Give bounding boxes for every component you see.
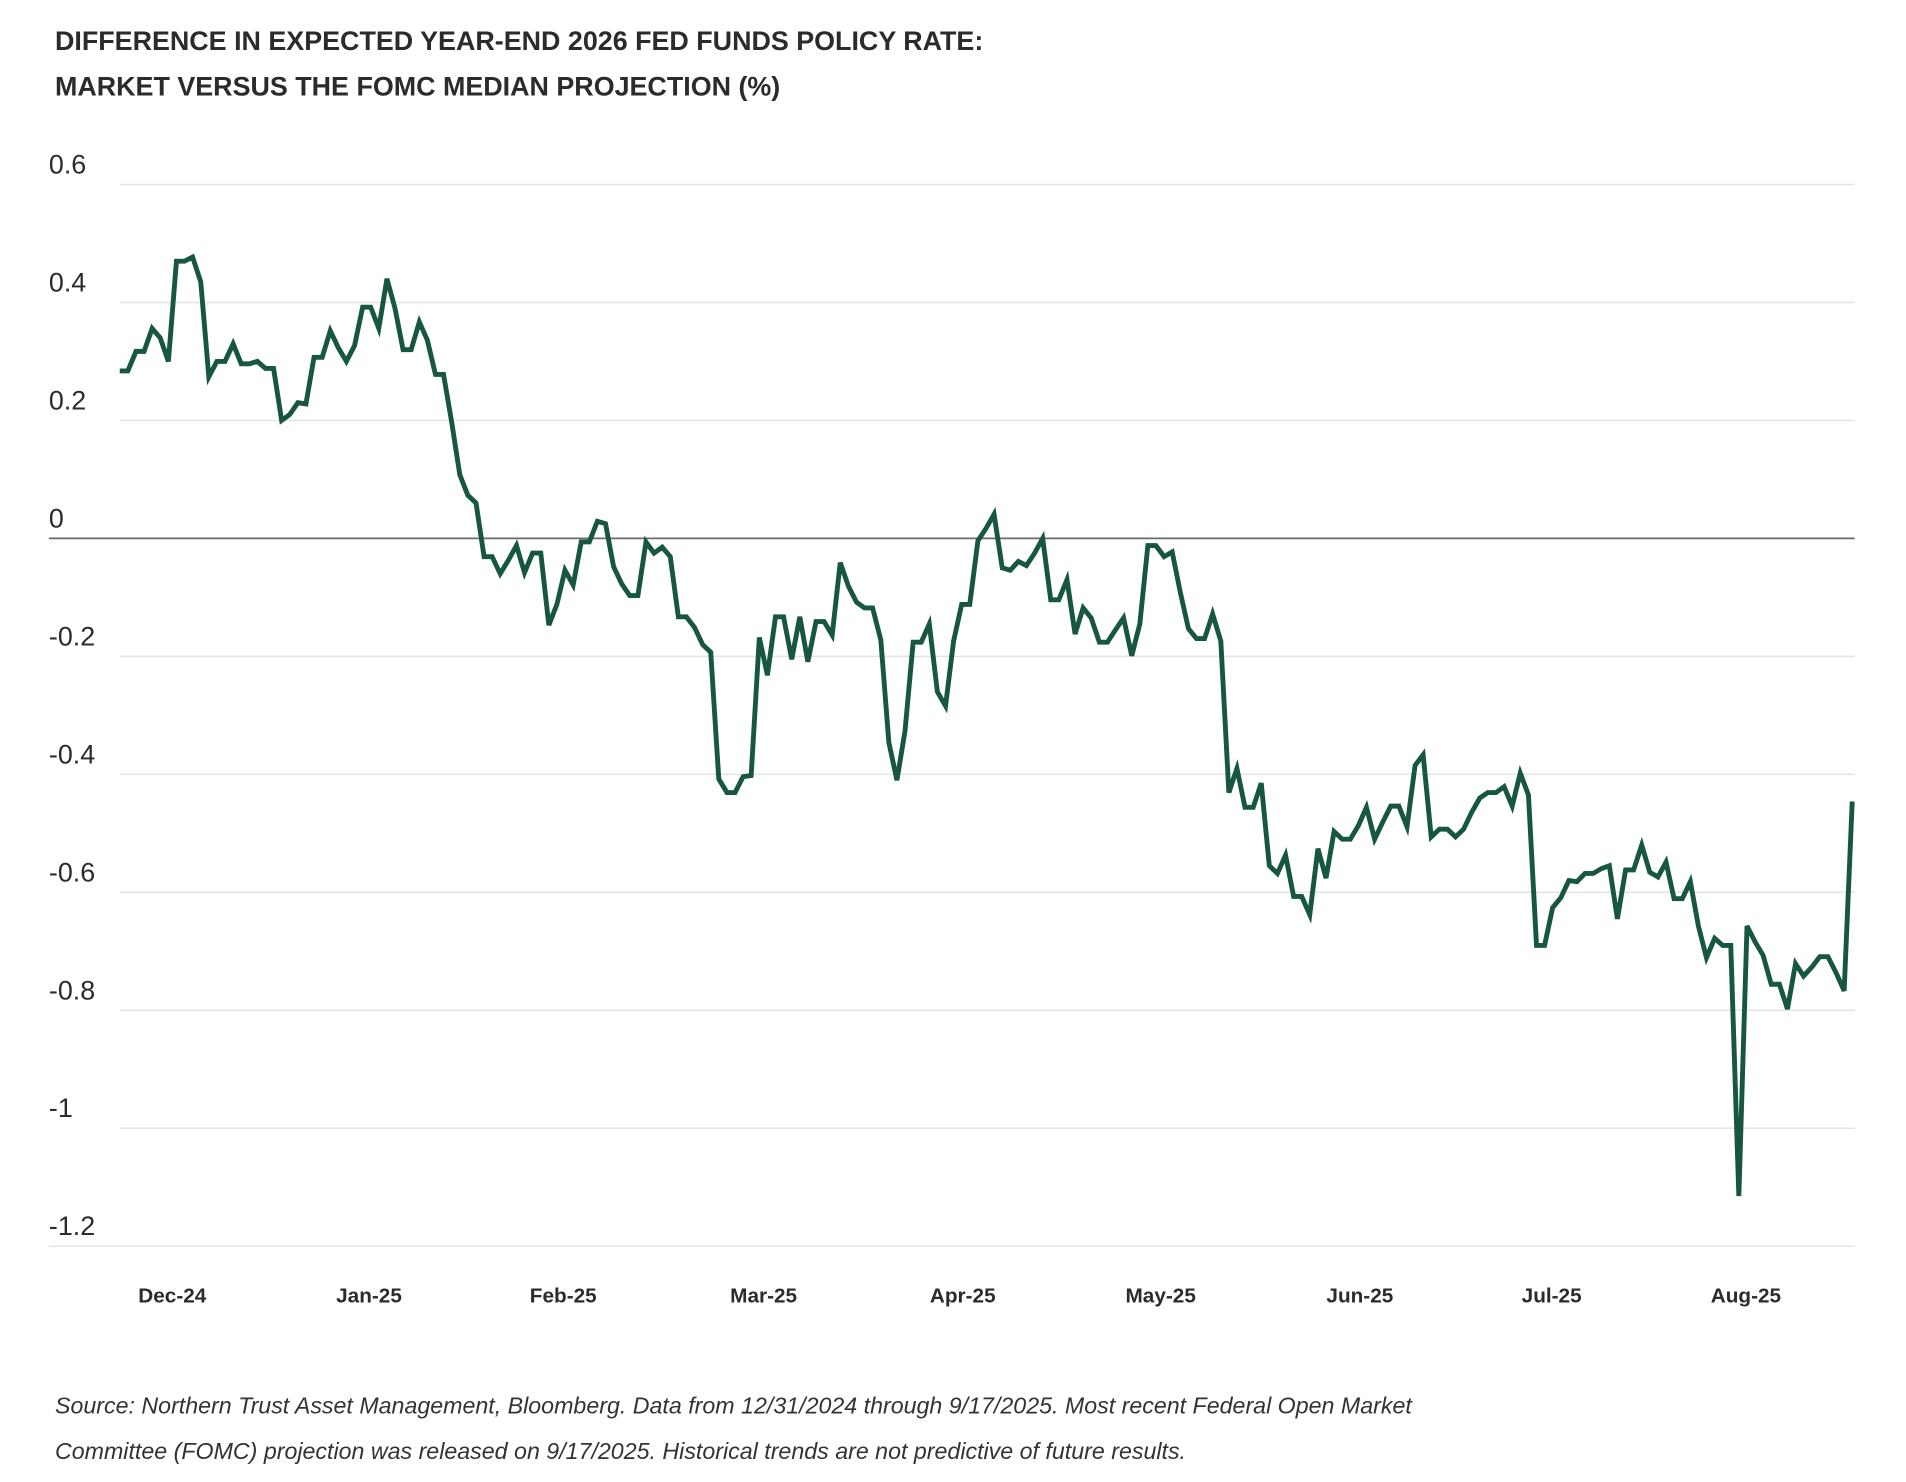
chart-title-line-1: DIFFERENCE IN EXPECTED YEAR-END 2026 FED… — [55, 26, 983, 56]
y-tick-label: -1 — [49, 1093, 73, 1123]
y-tick-label: -0.2 — [49, 621, 95, 651]
x-tick-label: Mar-25 — [730, 1284, 797, 1307]
x-tick-label: Dec-24 — [138, 1284, 207, 1307]
y-tick-label: 0 — [49, 503, 64, 533]
y-axis-tick-labels: 0.6 0.4 0.2 0 -0.2 -0.4 -0.6 -0.8 -1 -1.2 — [49, 149, 95, 1241]
x-tick-label: Apr-25 — [930, 1284, 996, 1307]
footnote-line-1: Source: Northern Trust Asset Management,… — [55, 1393, 1413, 1419]
x-tick-label: May-25 — [1126, 1284, 1196, 1307]
chart-title-line-2: MARKET VERSUS THE FOMC MEDIAN PROJECTION… — [55, 71, 780, 101]
x-tick-label: Aug-25 — [1711, 1284, 1781, 1307]
gridlines — [48, 183, 1855, 1247]
series-line — [119, 253, 1855, 1197]
x-tick-label: Feb-25 — [530, 1284, 597, 1307]
y-tick-label: 0.4 — [49, 267, 86, 297]
y-tick-label: -1.2 — [49, 1211, 95, 1241]
x-axis-tick-labels: Dec-24 Jan-25 Feb-25 Mar-25 Apr-25 May-25 Jun-… — [138, 1284, 1781, 1307]
y-tick-label: -0.8 — [49, 975, 95, 1005]
footnote-line-2: Committee (FOMC) projection was released… — [55, 1438, 1186, 1464]
y-tick-label: -0.4 — [49, 739, 95, 769]
x-tick-label: Jan-25 — [336, 1284, 402, 1307]
x-tick-label: Jun-25 — [1326, 1284, 1393, 1307]
y-tick-label: 0.2 — [49, 385, 86, 415]
x-tick-label: Jul-25 — [1522, 1284, 1582, 1307]
y-tick-label: 0.6 — [49, 149, 86, 179]
y-tick-label: -0.6 — [49, 857, 95, 887]
